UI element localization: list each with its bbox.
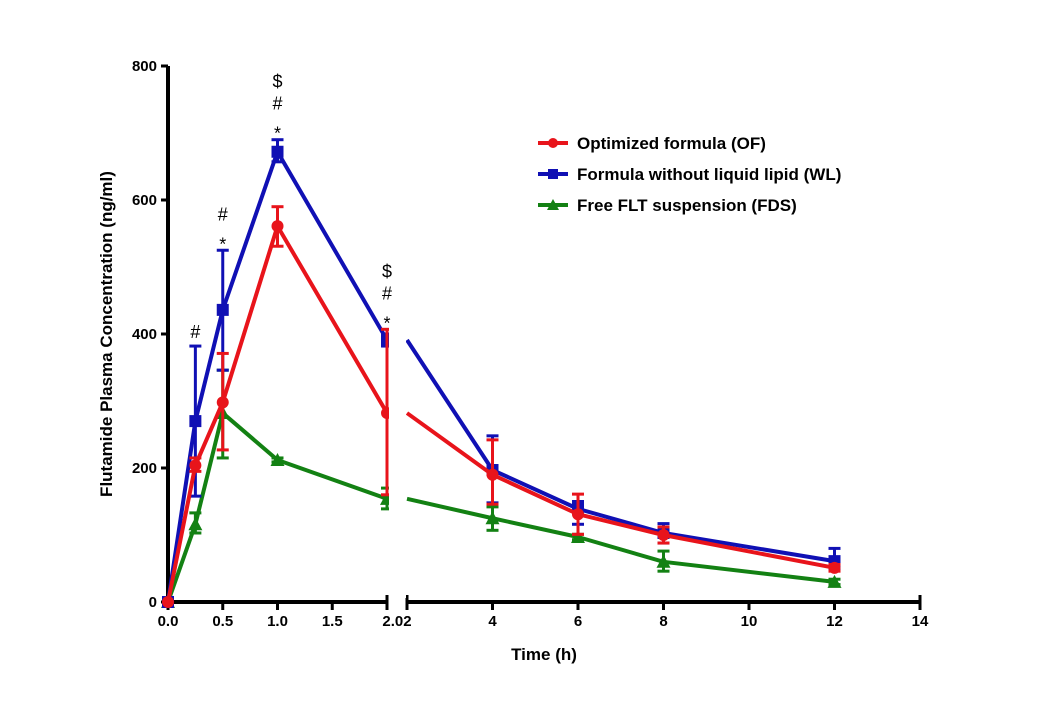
legend-label: Optimized formula (OF) bbox=[577, 134, 766, 153]
x-tick-label: 10 bbox=[741, 613, 758, 630]
x-tick-label: 12 bbox=[826, 613, 843, 630]
series-line-segment bbox=[405, 338, 835, 564]
significance-marker: * bbox=[219, 234, 226, 254]
legend-marker bbox=[547, 199, 559, 210]
y-tick-label: 0 bbox=[149, 594, 157, 611]
data-point bbox=[572, 508, 584, 521]
data-point bbox=[189, 459, 202, 472]
data-point bbox=[189, 415, 202, 428]
legend-label: Free FLT suspension (FDS) bbox=[577, 196, 797, 215]
significance-marker: $ bbox=[382, 261, 392, 281]
data-point bbox=[271, 220, 284, 233]
significance-marker: # bbox=[382, 283, 392, 303]
data-point bbox=[657, 529, 670, 541]
legend-label: Formula without liquid lipid (WL) bbox=[577, 165, 841, 184]
data-point bbox=[485, 511, 500, 525]
x-tick-label: 1.5 bbox=[322, 613, 343, 630]
x-tick-label: 4 bbox=[488, 613, 497, 630]
legend-item: Optimized formula (OF) bbox=[538, 134, 766, 153]
axis-break-gap bbox=[389, 60, 406, 598]
y-tick-label: 600 bbox=[132, 192, 157, 209]
y-axis-title: Flutamide Plasma Concentration (ng/ml) bbox=[97, 171, 116, 497]
legend-marker bbox=[548, 169, 558, 179]
series-of bbox=[162, 205, 841, 608]
legend: Optimized formula (OF) Formula without li… bbox=[538, 134, 841, 215]
data-point bbox=[827, 574, 842, 588]
x-tick-label: 1.0 bbox=[267, 613, 288, 630]
y-tick-label: 800 bbox=[132, 58, 157, 75]
legend-item: Formula without liquid lipid (WL) bbox=[538, 165, 841, 184]
y-tick-label: 200 bbox=[132, 460, 157, 477]
x-tick-label: 0.5 bbox=[212, 613, 233, 630]
data-point bbox=[216, 396, 229, 409]
series-fds bbox=[161, 368, 842, 608]
data-point bbox=[271, 145, 284, 158]
x-axis-title: Time (h) bbox=[511, 645, 577, 664]
data-point bbox=[828, 561, 841, 574]
significance-marker: # bbox=[190, 322, 200, 342]
data-point bbox=[270, 452, 285, 466]
data-point bbox=[188, 517, 203, 531]
data-point bbox=[216, 303, 229, 316]
data-point bbox=[656, 554, 671, 568]
legend-marker bbox=[548, 138, 558, 148]
data-point bbox=[162, 596, 174, 608]
x-tick-label: 14 bbox=[912, 613, 929, 630]
significance-marker: * bbox=[383, 313, 390, 333]
significance-marker: $ bbox=[272, 72, 282, 92]
x-break-tick-label: 2.02 bbox=[382, 613, 411, 630]
x-tick-label: 8 bbox=[659, 613, 667, 630]
significance-marker: # bbox=[218, 204, 228, 224]
series-line-segment bbox=[406, 496, 835, 584]
significance-marker: # bbox=[272, 94, 282, 114]
axes: 0 200 400 600 800 0.0 0.5 1.0 1.5 2.02 4 6 8 10 12 14 bbox=[132, 58, 929, 630]
data-point bbox=[486, 468, 499, 481]
significance-annotations: ##*$#*$#* bbox=[190, 72, 392, 342]
y-tick-label: 400 bbox=[132, 326, 157, 343]
significance-marker: * bbox=[274, 124, 281, 144]
legend-item: Free FLT suspension (FDS) bbox=[538, 196, 797, 215]
series-layer bbox=[161, 60, 842, 608]
data-point bbox=[571, 530, 585, 544]
x-tick-label: 0.0 bbox=[158, 613, 179, 630]
x-tick-label: 6 bbox=[574, 613, 582, 630]
series-line-segment bbox=[166, 411, 388, 603]
